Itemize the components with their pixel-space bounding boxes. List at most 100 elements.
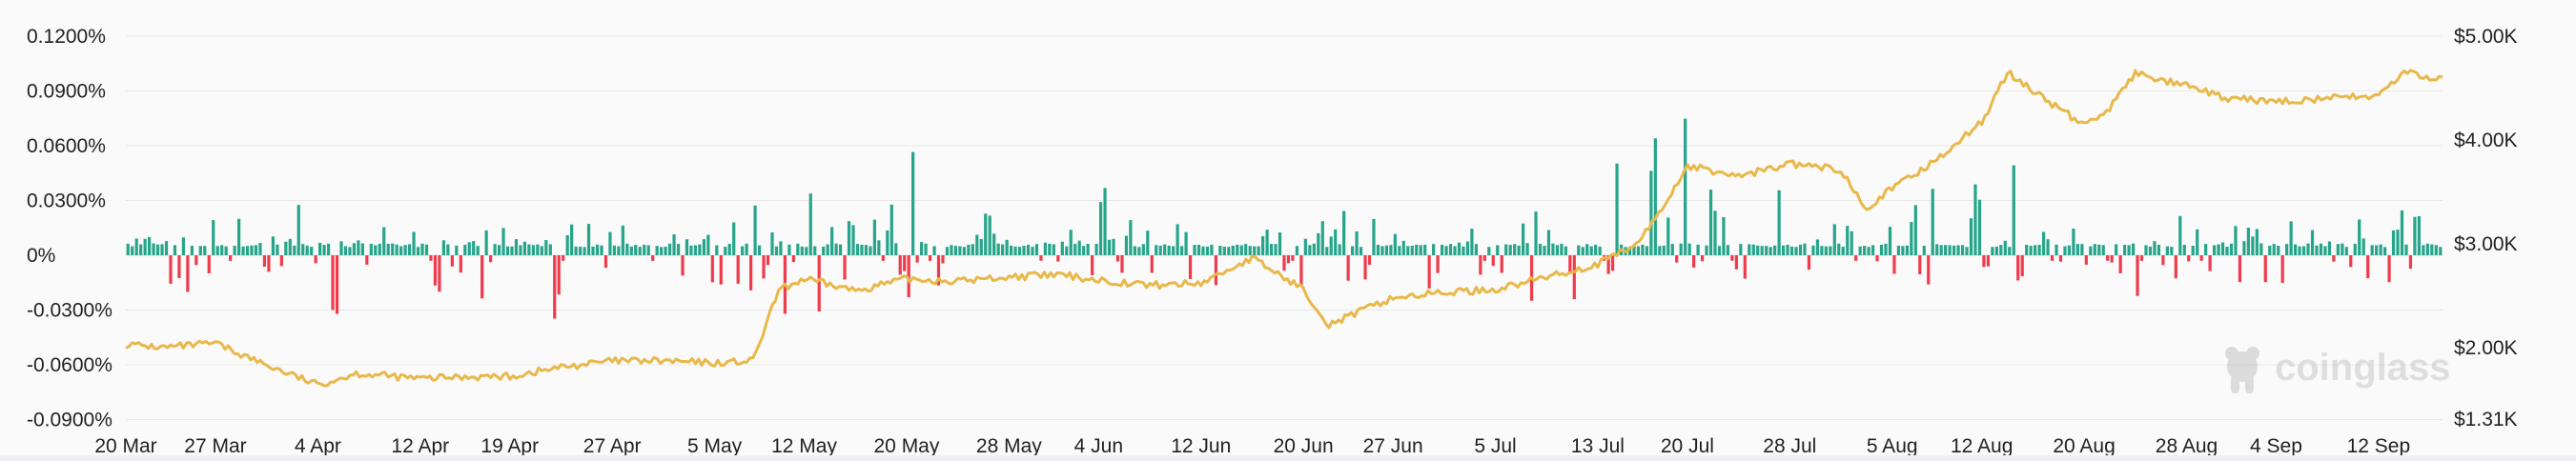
bar-positive bbox=[745, 243, 748, 255]
bar-positive bbox=[2191, 245, 2195, 255]
bar-negative bbox=[719, 255, 723, 285]
bar-positive bbox=[1432, 244, 1436, 255]
bar-positive bbox=[864, 245, 869, 255]
bar-positive bbox=[1129, 220, 1133, 255]
x-tick-label: 28 May bbox=[976, 435, 1042, 457]
bar-negative bbox=[1436, 255, 1440, 273]
bar-positive bbox=[2425, 243, 2429, 255]
bar-positive bbox=[2396, 230, 2400, 255]
bar-positive bbox=[2225, 247, 2229, 255]
y-tick-label: 0% bbox=[27, 245, 55, 267]
bar-positive bbox=[271, 236, 275, 255]
bar-positive bbox=[685, 239, 689, 255]
bar-positive bbox=[753, 205, 757, 255]
bar-negative bbox=[1743, 255, 1747, 279]
bar-positive bbox=[2361, 238, 2365, 255]
bar-positive bbox=[1496, 245, 1500, 255]
bar-negative bbox=[1299, 255, 1303, 286]
bar-positive bbox=[527, 244, 531, 255]
bar-positive bbox=[399, 246, 403, 255]
bar-positive bbox=[834, 243, 838, 255]
bar-positive bbox=[173, 245, 177, 255]
bar-positive bbox=[1103, 188, 1107, 255]
bar-positive bbox=[1960, 245, 1965, 255]
bar-positive bbox=[1798, 244, 1803, 255]
bar-positive bbox=[1236, 244, 1239, 255]
bar-positive bbox=[501, 228, 505, 255]
bar-positive bbox=[245, 246, 250, 255]
bar-positive bbox=[1077, 240, 1081, 255]
bar-positive bbox=[1522, 223, 1525, 255]
y2-tick-label: $5.00K bbox=[2454, 26, 2518, 48]
bar-negative bbox=[1363, 255, 1367, 280]
gridlines bbox=[126, 35, 2443, 420]
bar-negative bbox=[433, 255, 438, 286]
bar-positive bbox=[1846, 226, 1850, 255]
bar-positive bbox=[1935, 244, 1939, 255]
bar-positive bbox=[236, 218, 241, 255]
bar-positive bbox=[1196, 244, 1201, 255]
bar-negative bbox=[2387, 255, 2391, 283]
x-tick-label: 20 May bbox=[874, 435, 940, 457]
bar-positive bbox=[638, 247, 642, 255]
bar-positive bbox=[1257, 246, 1260, 255]
bar-positive bbox=[1679, 243, 1683, 255]
bar-positive bbox=[386, 243, 390, 255]
bar-negative bbox=[2084, 255, 2088, 265]
bar-positive bbox=[1406, 246, 1410, 255]
bar-positive bbox=[924, 243, 928, 255]
bar-positive bbox=[2301, 246, 2306, 255]
bar-positive bbox=[1696, 244, 1700, 255]
bar-positive bbox=[2075, 244, 2079, 255]
bar-negative bbox=[279, 255, 283, 267]
bar-positive bbox=[514, 239, 519, 255]
bar-positive bbox=[1662, 245, 1666, 255]
bar-positive bbox=[796, 243, 800, 255]
bar-positive bbox=[1705, 245, 1708, 255]
bar-positive bbox=[2310, 230, 2315, 255]
bar-positive bbox=[1666, 217, 1670, 255]
bar-positive bbox=[2063, 246, 2067, 255]
bar-positive bbox=[1031, 247, 1034, 255]
bar-negative bbox=[2161, 255, 2165, 266]
bar-positive bbox=[522, 241, 527, 255]
bar-positive bbox=[484, 230, 488, 255]
bar-positive bbox=[1389, 245, 1393, 255]
bar-positive bbox=[1517, 245, 1521, 255]
bar-positive bbox=[2289, 221, 2293, 255]
bar-negative bbox=[1150, 255, 1154, 273]
bar-positive bbox=[2413, 216, 2417, 255]
bar-positive bbox=[1218, 246, 1222, 255]
bar-positive bbox=[2093, 244, 2096, 255]
bar-positive bbox=[1948, 245, 1952, 255]
bar-positive bbox=[988, 215, 992, 255]
bar-positive bbox=[1227, 247, 1231, 255]
bar-positive bbox=[1684, 118, 1687, 255]
bar-positive bbox=[727, 243, 731, 255]
bar-negative bbox=[207, 255, 211, 274]
bar-positive bbox=[519, 245, 522, 255]
bar-positive bbox=[2379, 244, 2382, 255]
bar-positive bbox=[1017, 247, 1022, 255]
y2-tick-label: $2.00K bbox=[2454, 337, 2518, 359]
bar-positive bbox=[570, 224, 574, 255]
bar-positive bbox=[660, 247, 664, 255]
bar-positive bbox=[950, 245, 953, 255]
bar-positive bbox=[276, 244, 279, 255]
bar-positive bbox=[676, 244, 681, 255]
bar-positive bbox=[1513, 244, 1517, 255]
x-tick-label: 4 Jun bbox=[1074, 435, 1123, 457]
bar-positive bbox=[625, 243, 629, 255]
bar-positive bbox=[2012, 165, 2015, 255]
bar-positive bbox=[1748, 244, 1751, 255]
x-tick-label: 28 Aug bbox=[2156, 435, 2218, 457]
bar-negative bbox=[1982, 255, 1986, 268]
x-tick-label: 28 Jul bbox=[1763, 435, 1816, 457]
bar-positive bbox=[672, 234, 676, 255]
bar-positive bbox=[1239, 245, 1243, 255]
bar-positive bbox=[643, 244, 646, 255]
bar-negative bbox=[450, 255, 454, 267]
bar-positive bbox=[258, 242, 262, 255]
bar-positive bbox=[1013, 246, 1017, 255]
bar-positive bbox=[595, 244, 600, 255]
